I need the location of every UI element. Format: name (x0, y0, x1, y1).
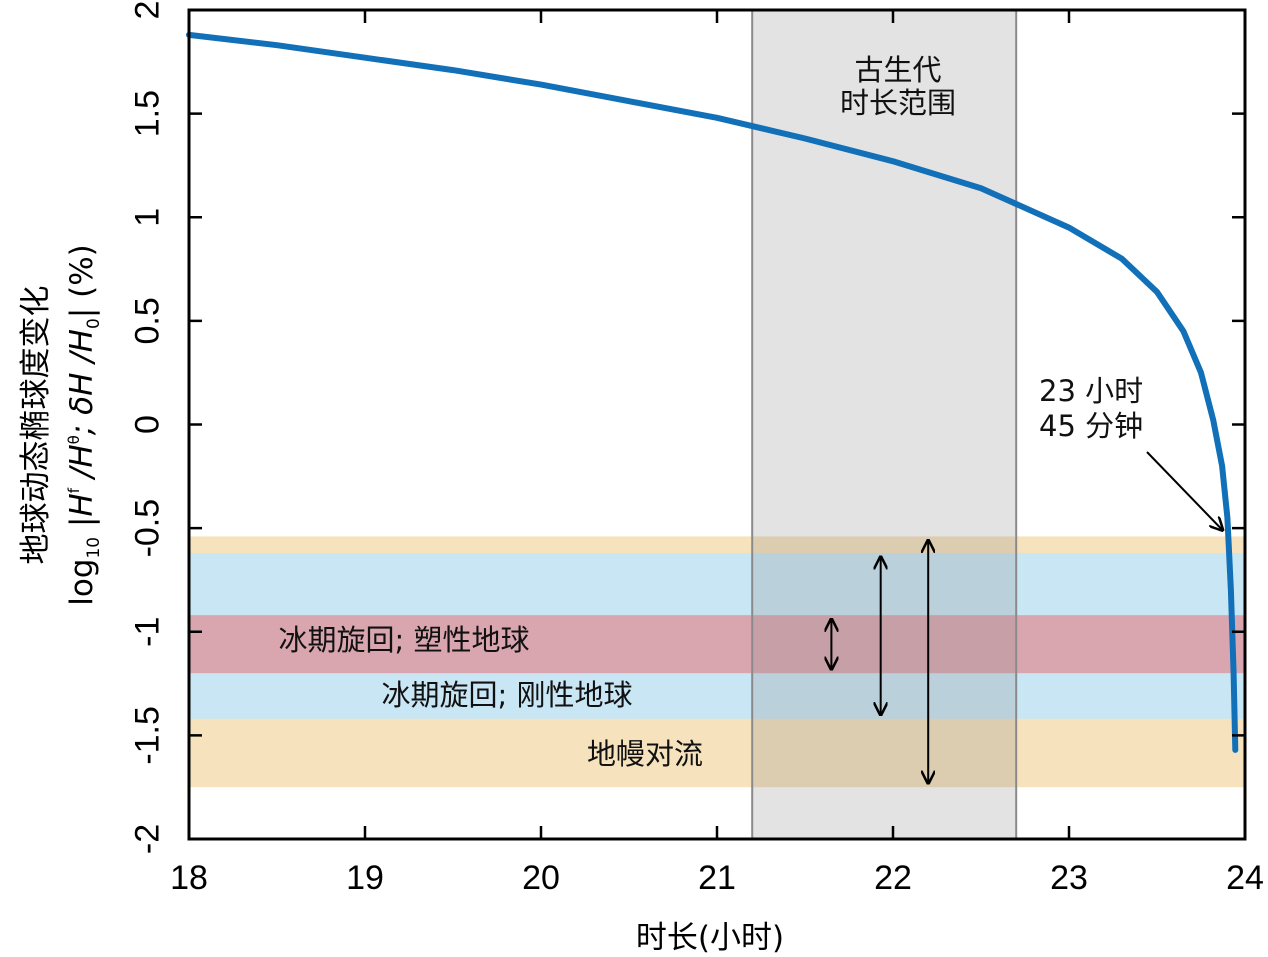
series-line-0 (186, 31, 1239, 753)
y-axis-title-line1: 地球动态椭球度变化 (18, 286, 54, 565)
y-axis-title-line2: log10 |Hf /Hθ; δH /H0| (%) (64, 244, 104, 606)
y-tick-label: 0 (128, 415, 166, 434)
x-tick-label: 19 (346, 859, 384, 897)
series-layer (186, 31, 1239, 753)
callout-line (1146, 451, 1223, 530)
x-axis-title: 时长(小时) (636, 920, 784, 956)
callout-arrow (1146, 451, 1223, 530)
y-tick-label: -1.5 (128, 706, 166, 765)
range-arrows (831, 540, 928, 783)
x-tick-label: 21 (698, 859, 736, 897)
x-tick-label: 22 (874, 859, 912, 897)
x-tick-label: 24 (1226, 859, 1264, 897)
band-label-mantle: 地幔对流 (587, 737, 703, 771)
y-tick-label: -0.5 (128, 499, 166, 558)
x-tick-label: 20 (522, 859, 560, 897)
callout-line2: 45 分钟 (1039, 409, 1143, 443)
y-tick-label: 1 (128, 208, 166, 227)
band-label-rigid: 冰期旋回; 刚性地球 (382, 678, 633, 712)
x-tick-label: 23 (1050, 859, 1088, 897)
y-tick-label: -1 (128, 617, 166, 647)
paleozoic-label-line1: 古生代 (854, 53, 941, 87)
y-axis-title: 地球动态椭球度变化 (18, 286, 54, 565)
y-axis-title-formula: log10 |Hf /Hθ; δH /H0| (%) (64, 244, 104, 606)
range-bands (189, 536, 1245, 788)
paleozoic-label-line2: 时长范围 (840, 86, 956, 120)
callout-line1: 23 小时 (1039, 374, 1143, 408)
band-label-plastic: 冰期旋回; 塑性地球 (279, 623, 530, 657)
band-2 (189, 615, 1245, 674)
y-tick-label: 2 (128, 1, 166, 20)
axis-ticks: 18 19 20 21 22 23 24 2 1.5 1 0.5 0 -0.5 -1 -1.5 -2 (128, 1, 1264, 897)
y-tick-label: 0.5 (128, 297, 166, 344)
y-tick-label: -2 (128, 824, 166, 854)
y-tick-label: 1.5 (128, 90, 166, 137)
x-tick-label: 18 (170, 859, 208, 897)
